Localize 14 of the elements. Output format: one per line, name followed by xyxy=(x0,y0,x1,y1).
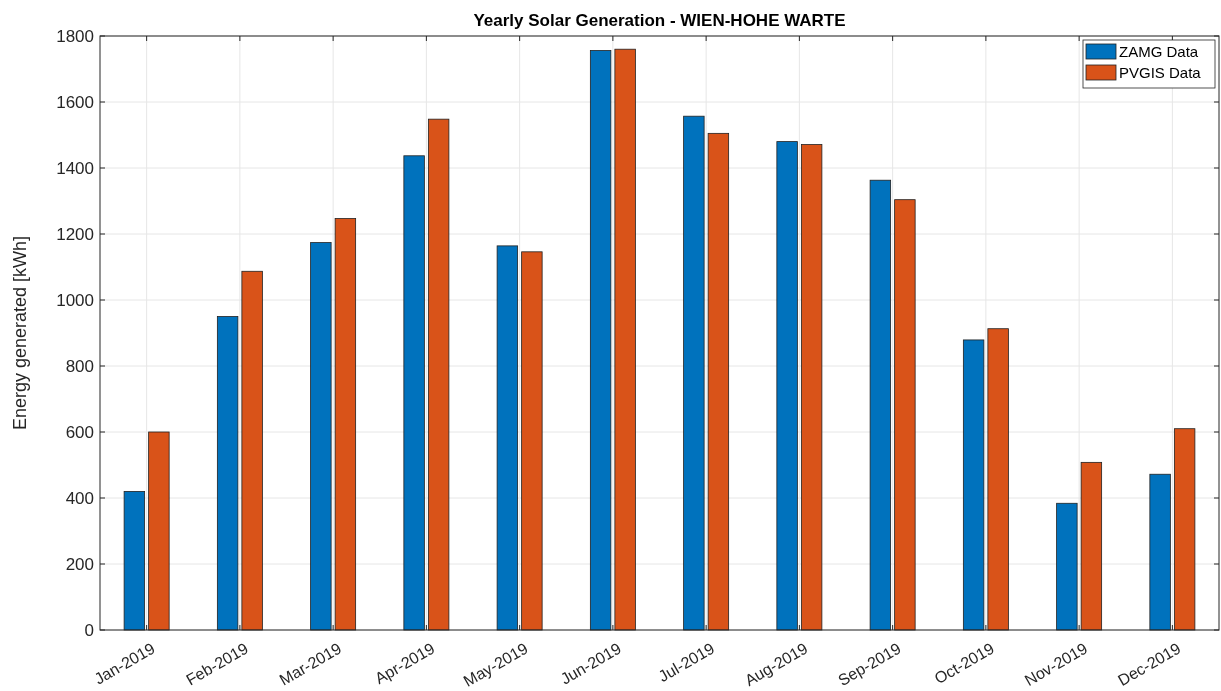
legend-label: PVGIS Data xyxy=(1119,64,1202,82)
y-tick-label: 1400 xyxy=(56,158,94,178)
y-tick-label: 600 xyxy=(65,422,94,442)
y-tick-label: 200 xyxy=(65,554,94,574)
y-axis-title: Energy generated [kWh] xyxy=(10,235,30,431)
y-tick-label: 400 xyxy=(65,488,94,508)
y-tick-label: 1600 xyxy=(56,92,94,112)
legend-label: ZAMG Data xyxy=(1119,43,1199,61)
y-tick-label: 800 xyxy=(65,356,94,376)
y-tick-label: 0 xyxy=(84,620,94,640)
y-tick-label: 1000 xyxy=(56,290,94,310)
y-tick-label: 1200 xyxy=(56,224,94,244)
y-tick-label: 1800 xyxy=(56,26,94,46)
chart-title: Yearly Solar Generation - WIEN-HOHE WARTE xyxy=(473,11,846,30)
